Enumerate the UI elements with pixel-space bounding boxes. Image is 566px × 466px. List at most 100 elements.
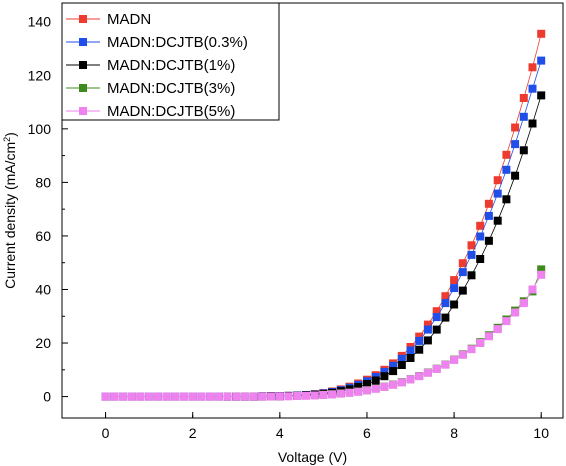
data-point — [432, 307, 441, 316]
data-point — [537, 91, 546, 100]
y-tick-label: 140 — [28, 14, 52, 30]
data-point — [450, 300, 459, 309]
data-point — [293, 392, 302, 400]
data-point — [249, 392, 258, 401]
data-point — [484, 199, 493, 208]
legend-marker — [79, 61, 87, 69]
y-axis-title-superscript: 2 — [2, 137, 12, 142]
x-axis-title: Voltage (V) — [278, 449, 347, 465]
series-5 — [101, 270, 546, 401]
data-point — [188, 392, 197, 401]
data-point — [415, 345, 424, 354]
y-tick-label: 0 — [43, 389, 51, 405]
data-point — [406, 354, 415, 362]
data-point — [380, 372, 389, 381]
data-point — [389, 380, 398, 389]
legend-marker — [79, 107, 87, 115]
data-point — [180, 392, 188, 401]
data-point — [197, 392, 206, 401]
data-point — [502, 195, 511, 204]
series-line — [105, 274, 542, 398]
data-point — [493, 189, 502, 198]
legend: MADN MADN:DCJTB(0.3%) MADN:DCJTB(1%) MADN:D… — [61, 2, 280, 121]
data-point — [511, 140, 520, 149]
data-point — [537, 265, 546, 274]
data-point — [484, 332, 493, 341]
data-point — [528, 63, 537, 72]
data-point — [493, 216, 502, 225]
y-axis-title-close: ) — [2, 132, 18, 137]
data-point — [302, 391, 310, 400]
legend-item: MADN:DCJTB(3%) — [66, 80, 235, 97]
data-point — [354, 382, 363, 391]
data-point — [162, 392, 171, 401]
data-point — [328, 390, 337, 399]
data-point — [511, 171, 520, 180]
legend-marker — [79, 38, 87, 46]
x-tick-label: 6 — [363, 425, 371, 441]
legend-label: MADN:DCJTB(3%) — [107, 80, 235, 97]
legend-label: MADN:DCJTB(5%) — [107, 103, 235, 120]
data-point — [389, 367, 398, 376]
data-point — [406, 375, 415, 384]
data-point — [380, 367, 389, 376]
x-tick-label: 8 — [450, 425, 458, 441]
data-point — [415, 332, 424, 341]
x-tick-label: 2 — [189, 425, 197, 441]
data-point — [502, 165, 511, 174]
data-point — [432, 313, 441, 322]
data-point — [537, 56, 546, 65]
data-point — [528, 84, 537, 93]
data-point — [519, 299, 528, 308]
x-tick-label: 4 — [276, 425, 284, 441]
data-point — [345, 388, 354, 397]
y-tick-label: 20 — [35, 335, 51, 351]
data-point — [467, 250, 476, 259]
data-point — [458, 259, 467, 268]
data-point — [363, 386, 371, 395]
data-point — [484, 236, 493, 245]
legend-label: MADN:DCJTB(1%) — [107, 57, 235, 74]
series-3 — [223, 91, 546, 401]
data-point — [441, 360, 450, 369]
data-point — [127, 392, 136, 401]
legend-item: MADN:DCJTB(5%) — [66, 103, 235, 120]
data-point — [371, 384, 380, 393]
data-point — [423, 336, 432, 345]
data-point — [258, 392, 267, 401]
data-point — [119, 392, 127, 401]
data-point — [519, 94, 528, 102]
y-tick-label: 80 — [35, 174, 51, 190]
data-point — [528, 119, 537, 128]
data-point — [241, 392, 249, 401]
data-point — [319, 391, 328, 399]
data-point — [415, 372, 424, 381]
data-point — [380, 382, 389, 391]
data-point — [441, 292, 450, 301]
x-tick-label: 0 — [102, 425, 110, 441]
data-point — [101, 392, 110, 401]
data-point — [214, 392, 223, 401]
data-point — [397, 378, 406, 387]
data-point — [275, 392, 284, 401]
data-point — [450, 355, 459, 364]
data-point — [423, 368, 432, 377]
data-point — [450, 284, 459, 293]
legend-box — [61, 2, 280, 121]
series-layer — [101, 29, 546, 401]
data-point — [476, 221, 485, 230]
data-point — [153, 392, 162, 401]
data-point — [432, 325, 441, 334]
series-line — [227, 95, 542, 398]
data-point — [397, 361, 406, 369]
data-point — [476, 255, 485, 263]
data-point — [389, 361, 398, 370]
data-point — [406, 346, 415, 355]
legend-marker — [79, 15, 87, 23]
data-point — [476, 232, 485, 241]
data-point — [206, 392, 215, 401]
data-point — [458, 286, 467, 295]
data-point — [310, 391, 319, 400]
y-axis-title-main: Current density (mA/cm — [2, 142, 18, 289]
